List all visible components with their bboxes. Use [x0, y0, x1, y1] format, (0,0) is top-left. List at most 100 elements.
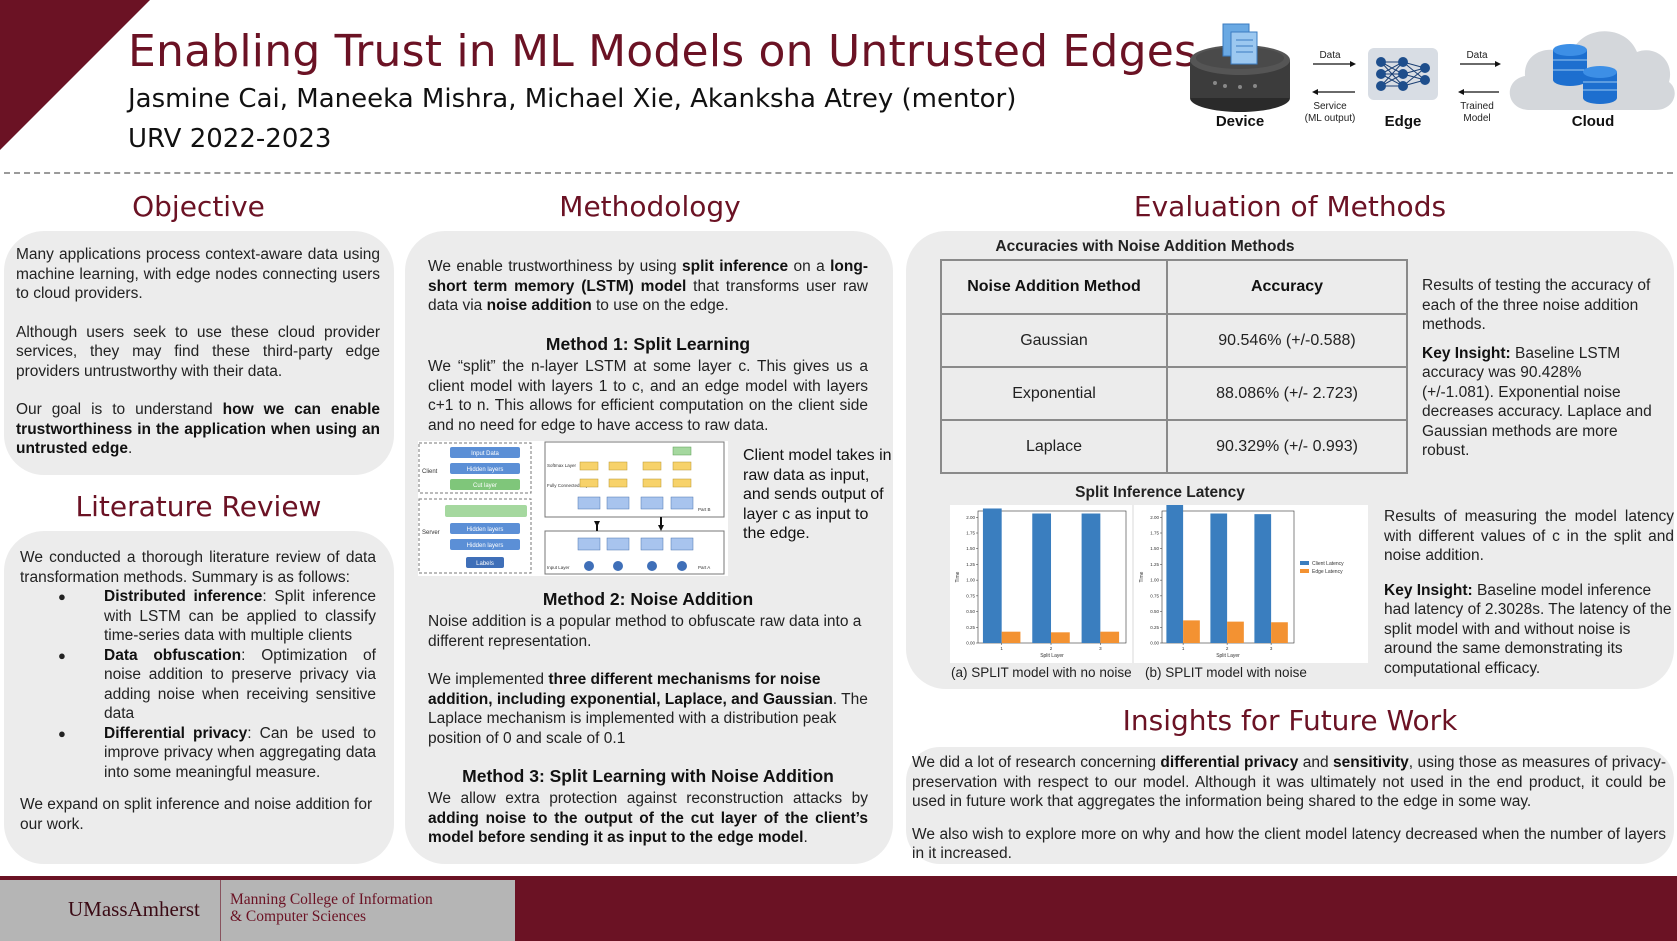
- y-tick-label: 1.25: [966, 562, 975, 567]
- y-tick-label: 1.50: [966, 546, 975, 551]
- document-icon: [1222, 23, 1258, 65]
- table-row: Laplace 90.329% (+/- 0.993): [940, 419, 1408, 474]
- latency-chart-with-noise: 0.00 0.25 0.50 0.75 1.00 1.25 1.50 1.75 2.00 Time…: [1134, 505, 1368, 663]
- bar-edge-latency: [1271, 622, 1288, 643]
- poster-authors: Jasmine Cai, Maneeka Mishra, Michael Xie…: [128, 84, 1017, 114]
- bar-edge-latency: [1100, 631, 1120, 643]
- service-label-2: (ML output): [1305, 113, 1356, 124]
- bar-edge-latency: [1183, 620, 1200, 643]
- x-axis-label: Split Layer: [1216, 653, 1240, 659]
- header-divider: [4, 172, 1673, 174]
- bar-client-latency: [982, 508, 1002, 643]
- device-label: Device: [1216, 113, 1264, 130]
- method-1-title: Method 1: Split Learning: [545, 334, 751, 354]
- legend-label: Client Latency: [1312, 561, 1344, 567]
- literature-outro: We expand on split inference and noise a…: [20, 796, 373, 833]
- database-icon: [1553, 44, 1617, 104]
- table-cell: Exponential: [940, 366, 1168, 421]
- future-work-heading: Insights for Future Work: [1122, 704, 1458, 737]
- svg-text:Hidden layers: Hidden layers: [467, 467, 504, 473]
- latency-note: Results of measuring the model latency w…: [1384, 507, 1674, 678]
- x-tick-label: 1: [1182, 646, 1185, 651]
- accuracy-table: Noise Addition Method Accuracy Gaussian …: [940, 259, 1408, 474]
- y-tick-label: 1.50: [1150, 546, 1159, 551]
- footer-color-band: [515, 876, 1677, 941]
- table-title: Accuracies with Noise Addition Methods: [995, 238, 1295, 255]
- latency-note-text: Results of measuring the model latency w…: [1384, 508, 1674, 564]
- method-1-text: We “split” the n-layer LSTM at some laye…: [428, 358, 868, 434]
- y-tick-label: 0.00: [1150, 641, 1159, 646]
- list-item: Distributed inference: Split inference w…: [20, 587, 376, 646]
- literature-text: We conducted a thorough literature revie…: [20, 548, 376, 834]
- table-row: Gaussian 90.546% (+/-0.588): [940, 313, 1408, 368]
- table-cell: Gaussian: [940, 313, 1168, 368]
- key-insight-1: Key Insight: Baseline LSTM accuracy was …: [1422, 344, 1652, 460]
- bar-edge-latency: [1051, 632, 1070, 643]
- svg-text:Server: Server: [422, 530, 440, 536]
- y-tick-label: 0.00: [966, 641, 975, 646]
- y-tick-label: 1.00: [966, 578, 975, 583]
- device-edge-cloud-diagram: Device Data Service (ML output) Edge Dat…: [1190, 23, 1675, 130]
- svg-text:Hidden layers: Hidden layers: [467, 527, 504, 533]
- x-tick-label: 2: [1226, 646, 1229, 651]
- table-note-text: Results of testing the accuracy of each …: [1422, 277, 1651, 333]
- y-tick-label: 1.75: [966, 531, 975, 536]
- list-item: Data obfuscation: Optimization of noise …: [20, 646, 376, 724]
- svg-text:Input Layer: Input Layer: [547, 565, 570, 570]
- x-axis-label: Split Layer: [1040, 653, 1064, 659]
- y-tick-label: 0.25: [966, 625, 975, 630]
- trained-model-label-2: Model: [1463, 113, 1490, 124]
- data-arrow-label-2: Data: [1466, 50, 1488, 61]
- chart-caption-a: (a) SPLIT model with no noise: [951, 665, 1132, 680]
- umass-logo: UMassAmherst: [68, 897, 200, 921]
- service-label-1: Service: [1313, 101, 1347, 112]
- college-name: Manning College of Information & Compute…: [230, 891, 433, 925]
- smart-speaker-icon: [1190, 45, 1290, 112]
- bar-edge-latency: [1227, 621, 1244, 643]
- table-row: Exponential 88.086% (+/- 2.723): [940, 366, 1408, 421]
- method-3-text: We allow extra protection against recons…: [428, 790, 868, 846]
- methodology-intro: We enable trustworthiness by using split…: [428, 258, 869, 314]
- list-item: Differential privacy: Can be used to imp…: [20, 724, 376, 783]
- table-cell: 90.546% (+/-0.588): [1166, 313, 1408, 368]
- footer-top-rule: [0, 876, 1677, 880]
- legend-swatch: [1300, 569, 1309, 573]
- edge-label: Edge: [1385, 113, 1422, 130]
- svg-text:Labels: Labels: [476, 561, 494, 567]
- data-arrow-label-1: Data: [1319, 50, 1341, 61]
- future-work-panel: [906, 747, 1674, 864]
- table-cell: 88.086% (+/- 2.723): [1166, 366, 1408, 421]
- bar-client-latency: [1254, 514, 1272, 643]
- y-tick-label: 0.50: [1150, 609, 1159, 614]
- future-paragraph-2: We also wish to explore more on why and …: [912, 825, 1666, 863]
- latency-chart-no-noise: 0.00 0.25 0.50 0.75 1.00 1.25 1.50 1.75 2.00 Time…: [950, 505, 1132, 663]
- table-cell: 90.329% (+/- 0.993): [1166, 419, 1408, 474]
- key-insight-2: Key Insight: Baseline model inference ha…: [1384, 581, 1672, 677]
- y-tick-label: 1.00: [1150, 578, 1159, 583]
- svg-text:Part B: Part B: [698, 507, 711, 512]
- method-2-paragraph-1: Noise addition is a popular method to ob…: [428, 613, 862, 650]
- svg-text:Softmax Layer: Softmax Layer: [547, 463, 577, 468]
- evaluation-heading: Evaluation of Methods: [1133, 190, 1447, 223]
- legend-label: Edge Latency: [1312, 569, 1343, 575]
- footer-divider: [220, 880, 221, 941]
- latency-title: Split Inference Latency: [1075, 484, 1245, 501]
- y-tick-label: 0.50: [966, 609, 975, 614]
- method-2-text: Noise addition is a popular method to ob…: [428, 612, 868, 748]
- table-header: Noise Addition Method: [940, 259, 1168, 315]
- y-tick-label: 0.75: [1150, 593, 1159, 598]
- poster-term: URV 2022-2023: [128, 124, 332, 154]
- legend-swatch: [1300, 561, 1309, 565]
- methodology-heading: Methodology: [559, 190, 741, 223]
- x-tick-label: 3: [1270, 646, 1273, 651]
- split-learning-figure: Client Server Input Data Hidden layers C…: [418, 441, 728, 576]
- svg-text:Input Data: Input Data: [471, 451, 499, 457]
- bar-client-latency: [1081, 513, 1101, 643]
- objective-heading: Objective: [132, 190, 265, 223]
- svg-text:Client: Client: [422, 469, 438, 475]
- y-tick-label: 2.00: [1150, 515, 1159, 520]
- objective-paragraph-3: Our goal is to understand how we can ena…: [16, 401, 381, 457]
- y-tick-label: 0.25: [1150, 625, 1159, 630]
- table-note: Results of testing the accuracy of each …: [1422, 276, 1652, 461]
- method-2-paragraph-2: We implemented three different mechanism…: [428, 671, 868, 747]
